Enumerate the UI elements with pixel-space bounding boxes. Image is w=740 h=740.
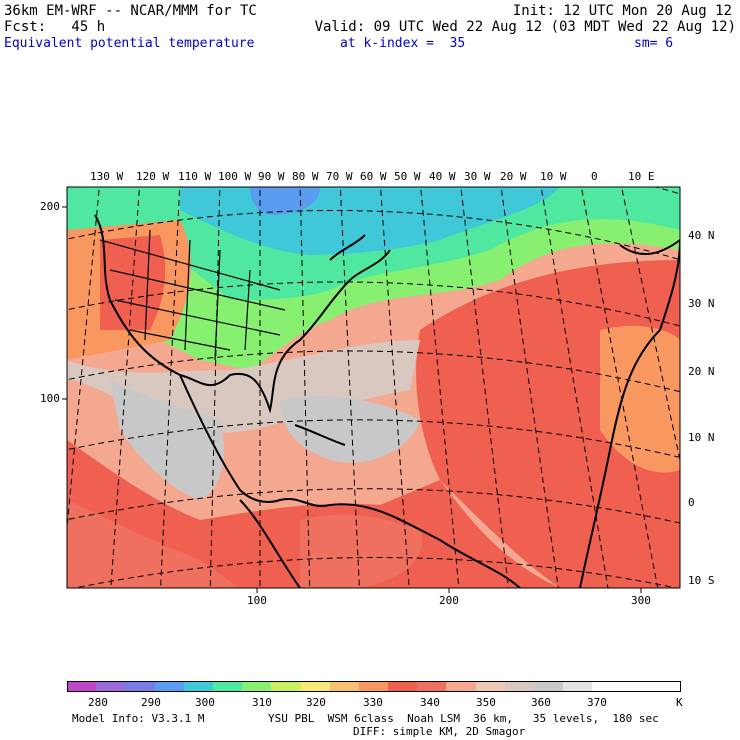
colorbar-label: 290 <box>141 696 161 709</box>
map-field <box>67 187 680 588</box>
lat-label: 10 N <box>688 431 715 444</box>
colorbar-swatch <box>96 681 127 692</box>
lon-label: 40 W <box>429 170 456 183</box>
lat-label: 30 N <box>688 297 715 310</box>
colorbar-label: 360 <box>531 696 551 709</box>
lon-label: 20 W <box>500 170 527 183</box>
grid-label-left: 100 <box>40 392 60 405</box>
lon-label: 130 W <box>90 170 124 183</box>
colorbar-swatch <box>154 681 185 692</box>
lon-label: 10 E <box>628 170 655 183</box>
diffusion-info: DIFF: simple KM, 2D Smagor <box>353 725 526 738</box>
colorbar-swatch <box>417 681 448 692</box>
colorbar-swatch <box>621 681 652 692</box>
colorbar-swatch <box>300 681 331 692</box>
lon-label: 0 <box>591 170 598 183</box>
grid-label-left: 200 <box>40 200 60 213</box>
grid-label-bottom: 200 <box>439 594 459 607</box>
lon-label: 30 W <box>464 170 491 183</box>
colorbar-swatch <box>329 681 360 692</box>
lat-label: 0 <box>688 496 695 509</box>
colorbar-swatch <box>125 681 156 692</box>
level-info: at k-index = 35 <box>340 36 466 51</box>
physics-info: YSU PBL WSM 6class Noah LSM 36 km, 35 le… <box>268 712 659 725</box>
colorbar-swatch <box>650 681 681 692</box>
map-frame <box>66 186 681 589</box>
colorbar-swatch <box>446 681 477 692</box>
colorbar-unit: K <box>676 696 683 709</box>
colorbar-swatch <box>212 681 244 692</box>
coastlines <box>94 214 680 588</box>
colorbar-label: 310 <box>252 696 272 709</box>
lon-label: 10 W <box>540 170 567 183</box>
colorbar-label: 320 <box>306 696 326 709</box>
colorbar-swatch <box>242 681 273 692</box>
lat-label: 10 S <box>688 574 715 587</box>
colorbar-label: 340 <box>420 696 440 709</box>
grid-label-bottom: 300 <box>631 594 651 607</box>
colorbar-swatch <box>271 681 302 692</box>
colorbar-label: 280 <box>88 696 108 709</box>
colorbar-swatch <box>183 681 214 692</box>
colorbar-swatch <box>475 681 506 692</box>
field-name: Equivalent potential temperature <box>4 36 255 51</box>
lon-label: 60 W <box>360 170 387 183</box>
model-title: 36km EM-WRF -- NCAR/MMM for TC <box>4 3 257 19</box>
colorbar-swatch <box>504 681 536 692</box>
smoothing-info: sm= 6 <box>634 36 674 51</box>
colorbar-label: 350 <box>476 696 496 709</box>
lon-label: 90 W <box>258 170 285 183</box>
lon-label: 100 W <box>218 170 252 183</box>
valid-time: Valid: 09 UTC Wed 22 Aug 12 (03 MDT Wed … <box>314 19 736 35</box>
lat-label: 20 N <box>688 365 715 378</box>
init-time: Init: 12 UTC Mon 20 Aug 12 <box>512 3 732 19</box>
colorbar-label: 300 <box>195 696 215 709</box>
state-borders <box>99 229 286 361</box>
colorbar-swatch <box>563 681 594 692</box>
lon-label: 70 W <box>326 170 353 183</box>
model-info: Model Info: V3.3.1 M <box>72 712 205 725</box>
colorbar-swatch <box>67 681 98 692</box>
forecast-hour: Fcst: 45 h <box>4 19 106 35</box>
lon-label: 110 W <box>178 170 212 183</box>
grid-label-bottom: 100 <box>247 594 267 607</box>
colorbar-swatch <box>388 681 419 692</box>
lat-lon-graticule <box>67 187 680 588</box>
lon-label: 50 W <box>394 170 421 183</box>
colorbar-swatch <box>534 681 565 692</box>
lon-label: 120 W <box>136 170 170 183</box>
colorbar-label: 370 <box>587 696 607 709</box>
lat-label: 40 N <box>688 229 715 242</box>
colorbar-label: 330 <box>363 696 383 709</box>
grid-ticks <box>62 206 642 593</box>
colorbar-swatch <box>592 681 623 692</box>
lon-label: 80 W <box>292 170 319 183</box>
colorbar-swatch <box>358 681 390 692</box>
